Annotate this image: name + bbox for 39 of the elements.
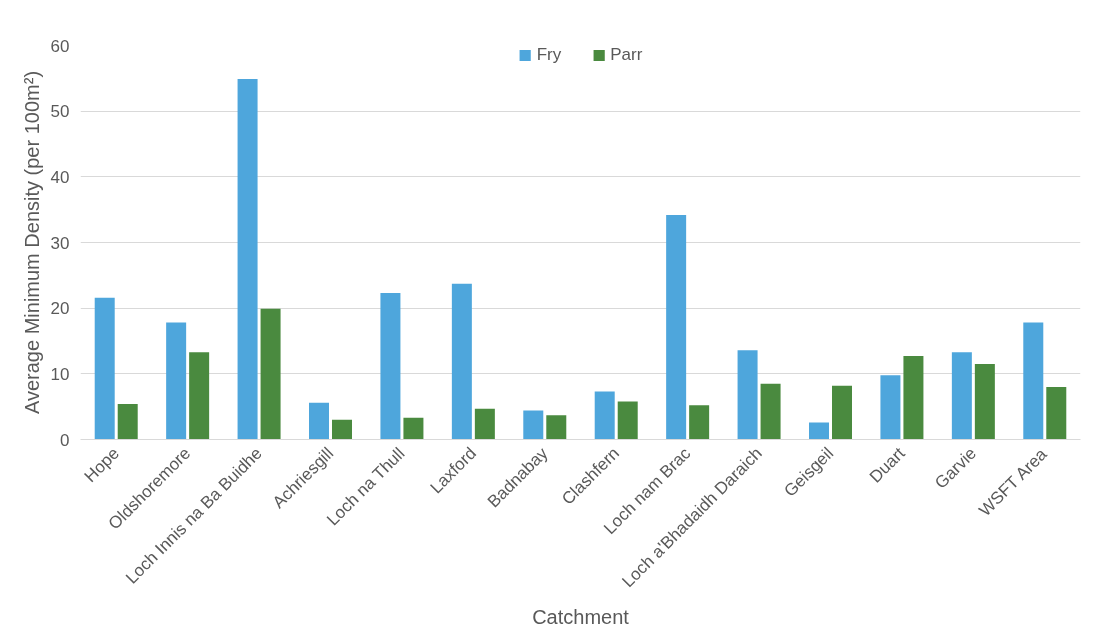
bar <box>94 297 115 440</box>
y-tick-label: 0 <box>60 430 70 450</box>
bar <box>594 391 615 440</box>
y-tick-label: 40 <box>50 167 70 187</box>
bar <box>689 405 710 440</box>
bar <box>880 375 901 440</box>
legend-label: Fry <box>536 45 562 65</box>
legend-label: Parr <box>610 45 643 65</box>
bar <box>189 352 210 440</box>
bar <box>451 283 472 440</box>
bar <box>474 408 495 440</box>
bar <box>974 363 995 440</box>
bar <box>809 422 829 440</box>
bar <box>737 350 758 440</box>
bar <box>166 322 187 440</box>
bar <box>260 308 281 440</box>
y-tick-label: 20 <box>50 299 70 319</box>
bar <box>380 293 401 440</box>
bar <box>403 417 424 440</box>
bar <box>1046 386 1067 440</box>
bar <box>903 356 924 440</box>
bar <box>117 404 138 440</box>
bar <box>1023 322 1044 440</box>
y-tick-label: 10 <box>50 364 70 384</box>
bar <box>760 383 781 440</box>
bar <box>832 385 852 440</box>
y-tick-label: 60 <box>50 36 70 56</box>
bar <box>951 352 972 440</box>
bar <box>666 214 687 440</box>
y-axis-title: Average Minimum Density (per 100m²) <box>20 70 43 415</box>
bar <box>332 419 352 440</box>
bar <box>523 410 544 440</box>
bar <box>617 401 638 440</box>
x-axis-title: Catchment <box>532 605 630 628</box>
bar <box>309 402 329 440</box>
y-tick-label: 30 <box>50 233 70 253</box>
bar <box>546 415 567 440</box>
bar <box>237 78 258 440</box>
y-tick-label: 50 <box>50 102 70 122</box>
